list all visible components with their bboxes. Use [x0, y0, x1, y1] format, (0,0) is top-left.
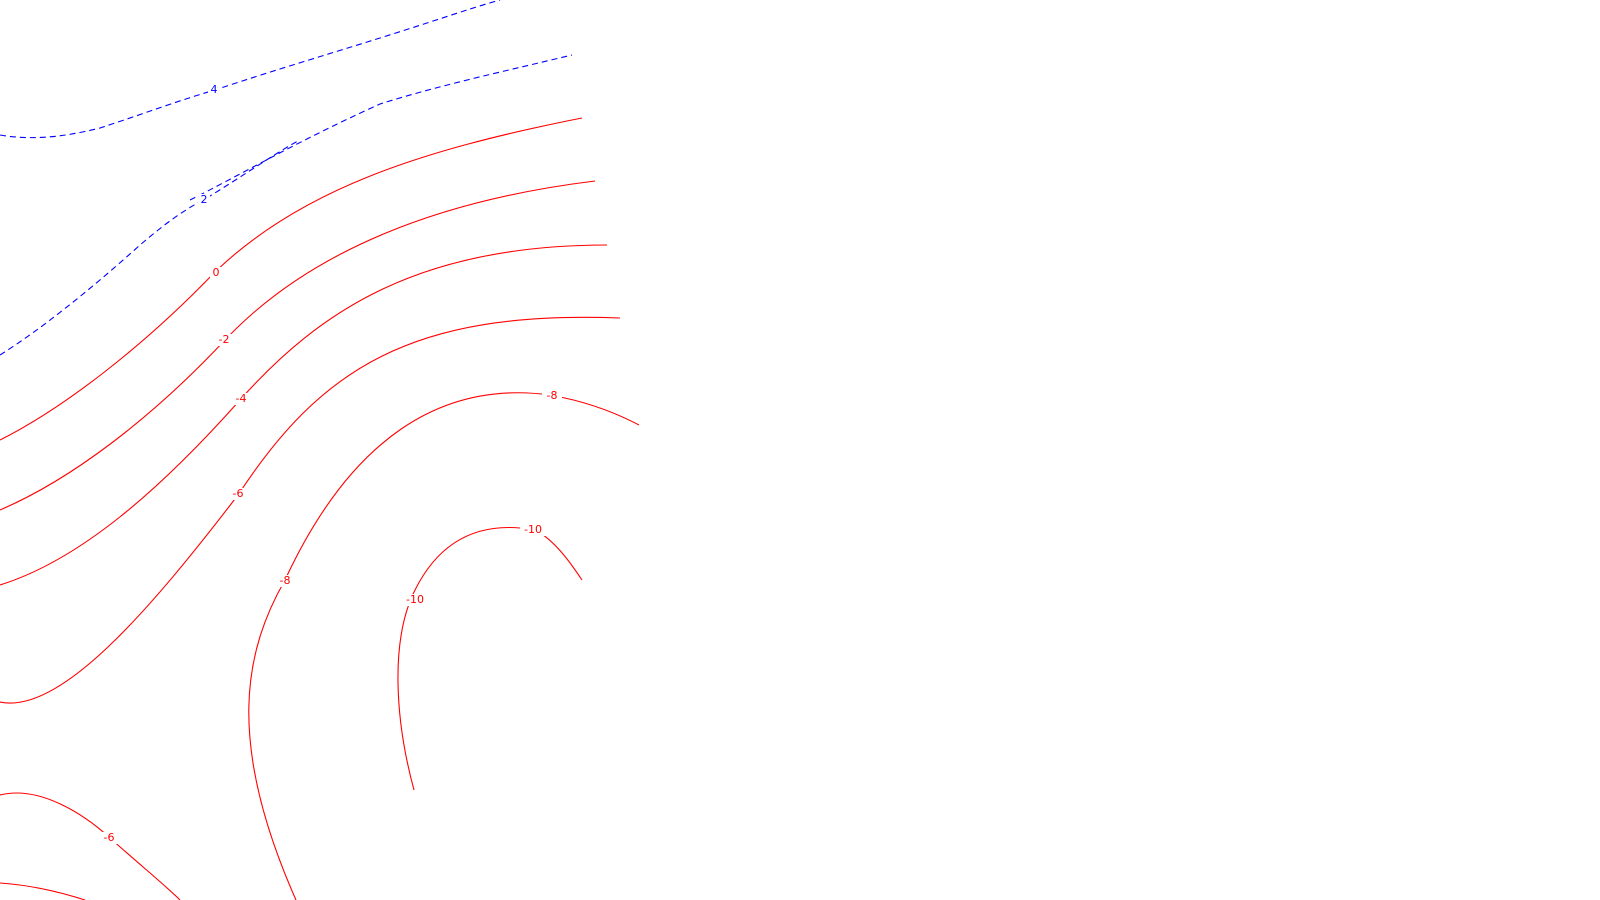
contour-level-neg2: -2	[0, 180, 596, 511]
contour-line-4-a	[0, 0, 501, 139]
contour-line-2	[0, 139, 301, 356]
contour-level-4: 4	[0, 0, 573, 201]
contour-label-neg10-left: -10	[406, 593, 424, 606]
contour-line-neg10	[397, 526, 583, 791]
contour-label-4: 4	[211, 83, 218, 96]
contour-label-neg6: -6	[233, 487, 244, 500]
contour-label-neg2: -2	[219, 333, 230, 346]
contour-level-neg10: -10 -10	[397, 523, 583, 791]
contour-line-neg2	[0, 180, 596, 511]
contour-line-neg6	[0, 316, 621, 704]
contour-line-neg8	[248, 392, 640, 900]
contour-label-neg10-top: -10	[524, 523, 542, 536]
contour-label-neg4: -4	[236, 392, 247, 405]
contour-label-neg6-bottom: -6	[104, 831, 115, 844]
contour-line-neg6-bottom-a	[0, 792, 181, 900]
contour-level-0: 0	[0, 117, 583, 441]
contour-label-2: 2	[201, 193, 208, 206]
contour-level-neg6-bottom: -6	[0, 792, 181, 900]
contour-level-neg6: -6	[0, 316, 621, 704]
contour-line-neg4	[0, 244, 608, 586]
contour-level-neg8: -8 -8	[248, 389, 640, 900]
contour-line-neg6-bottom-b	[0, 882, 86, 900]
contour-label-neg8-upper: -8	[547, 389, 558, 402]
contour-label-0: 0	[213, 266, 220, 279]
contour-level-2: 2	[0, 139, 301, 356]
contour-line-4-b	[189, 54, 573, 201]
contour-label-neg8-lower: -8	[280, 574, 291, 587]
contour-line-0	[0, 117, 583, 441]
contour-level-neg4: -4	[0, 244, 608, 586]
